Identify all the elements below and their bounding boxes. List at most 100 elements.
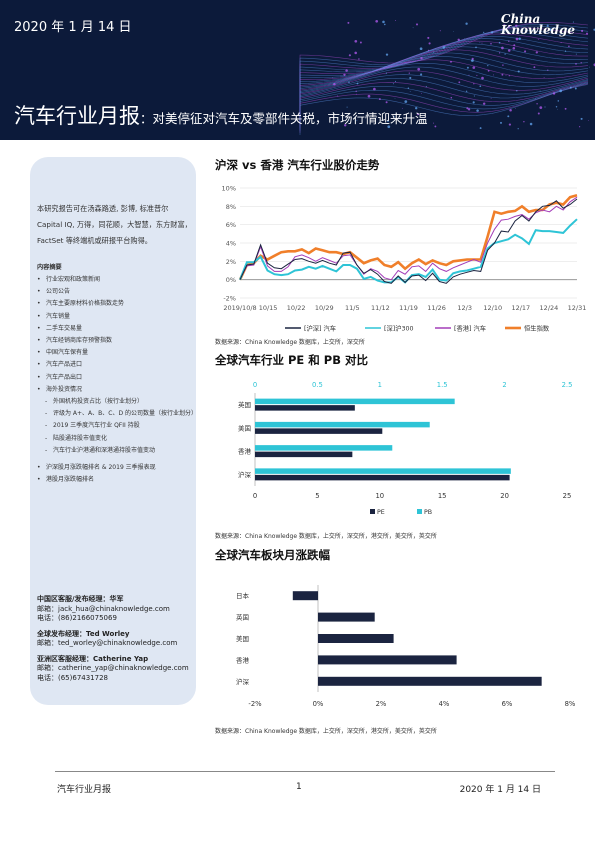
pb-axis-tick: 2 [502, 381, 506, 389]
wave-dot [518, 70, 520, 72]
wave-dot [575, 63, 577, 65]
category-label: 美国 [236, 634, 249, 643]
wave-dot [433, 123, 434, 124]
wave-dot [333, 83, 336, 86]
pb-bar [255, 468, 511, 474]
wave-dot [586, 33, 588, 35]
wave-dot [480, 42, 481, 43]
wave-dot [502, 64, 503, 65]
toc-item: 评级为 A+、A、B、C、D 的公司数量（按行业划分） [37, 408, 195, 420]
toc-item: 行业宏观和政策新闻 [37, 274, 195, 286]
y-tick-label: -2% [223, 295, 236, 303]
x-tick-label: 11/5 [345, 304, 360, 312]
wave-dot [509, 124, 511, 126]
category-label: 香港 [236, 655, 250, 664]
legend-label: PB [424, 509, 432, 516]
y-tick-label: 6% [226, 221, 236, 229]
wave-dot [581, 62, 582, 63]
y-tick-label: 8% [226, 203, 236, 211]
wave-dot [488, 70, 490, 72]
wave-dot [474, 95, 475, 96]
wave-dot [453, 31, 454, 32]
line-chart-source: 数据来源：China Knowledge 数据库，上交所，深交所 [215, 337, 365, 346]
toc-item: 汽车产品出口 [37, 372, 195, 384]
y-tick-label: 0% [226, 276, 236, 284]
x-tick-label: 2019/10/8 [223, 304, 256, 312]
wave-dot [505, 54, 506, 55]
contact-email[interactable]: 邮箱：jack_hua@chinaknowledge.com [37, 605, 197, 615]
x-tick-label: 11/12 [371, 304, 390, 312]
wave-dot [524, 50, 526, 52]
x-tick-label: 12/31 [568, 304, 587, 312]
wave-dot [568, 46, 570, 48]
x-tick-label: 8% [565, 700, 576, 708]
wave-dot [581, 118, 583, 120]
wave-dot [420, 57, 422, 59]
wave-dot [450, 61, 452, 63]
wave-dot [337, 96, 338, 97]
x-tick-label: 2% [376, 700, 387, 708]
x-tick-label: 0% [313, 700, 324, 708]
wave-dot [490, 43, 492, 45]
wave-dot [544, 77, 545, 78]
y-tick-label: 10% [222, 185, 236, 193]
wave-dot [535, 98, 536, 99]
wave-dot [410, 91, 411, 92]
legend-label: PE [377, 509, 385, 516]
wave-dot [523, 121, 524, 122]
wave-dot [539, 106, 542, 109]
category-label: 英国 [238, 400, 251, 409]
legend-label: [香港] 汽车 [454, 324, 486, 333]
wave-dot [544, 106, 545, 107]
pe-axis-tick: 5 [315, 492, 319, 500]
wave-dot [395, 98, 396, 99]
wave-dot [382, 21, 385, 24]
pepb-chart-source: 数据来源：China Knowledge 数据库，上交所，深交所，港交所，美交所… [215, 531, 437, 540]
wave-dot [417, 68, 420, 71]
wave-dot [506, 75, 507, 76]
contact-email[interactable]: 邮箱：catherine_yap@chinaknowledge.com [37, 664, 197, 674]
x-tick-label: 10/22 [287, 304, 306, 312]
toc-item: 汽车产品进口 [37, 359, 195, 371]
wave-dot [467, 67, 469, 69]
wave-dot [515, 108, 516, 109]
wave-dot [559, 90, 562, 93]
block-chart-source: 数据来源：China Knowledge 数据库，上交所，深交所，港交所，美交所… [215, 726, 437, 735]
wave-dot [429, 42, 431, 44]
legend-swatch [417, 509, 422, 514]
toc-heading: 内容摘要 [37, 262, 62, 271]
wave-dot [420, 47, 423, 50]
toc-item: 汽车行业沪港通和深港通持股市值变动 [37, 445, 195, 457]
wave-dot [538, 112, 540, 114]
series-line [240, 195, 577, 279]
wave-dot [547, 70, 548, 71]
pe-axis-tick: 0 [253, 492, 257, 500]
wave-dot [513, 47, 516, 50]
toc-item: 沪深股月涨跌幅排名 & 2019 三季报表现 [37, 462, 195, 474]
pe-axis-tick: 10 [375, 492, 384, 500]
wave-dot [530, 123, 533, 126]
x-tick-label: 10/29 [315, 304, 334, 312]
page-number: 1 [296, 782, 302, 792]
wave-dot [480, 127, 482, 129]
contact-name: 全球发布经理：Ted Worley [37, 630, 197, 640]
wave-dot [501, 47, 504, 50]
wave-dot [395, 20, 396, 21]
pe-bar [255, 452, 352, 458]
wave-dot [386, 73, 387, 74]
toc-item: 2019 三季度汽车行业 QFII 持股 [37, 420, 195, 432]
toc-item: 陆股通持股市值变化 [37, 433, 195, 445]
wave-dot [355, 91, 356, 92]
contacts-section: 中国区客服/发布经理：华军 邮箱：jack_hua@chinaknowledge.… [37, 595, 197, 689]
wave-dot [507, 115, 509, 117]
block-change-chart: -2% 0% 2% 4% 6% 8%日本英国美国香港沪深 [205, 580, 590, 715]
wave-dot [433, 52, 434, 53]
wave-dot [565, 108, 567, 110]
wave-dot [465, 23, 467, 25]
wave-dot [354, 40, 357, 43]
pb-axis-tick: 1 [378, 381, 382, 389]
contact-email[interactable]: 邮箱：ted_worley@chinaknowledge.com [37, 639, 197, 649]
category-label: 日本 [236, 591, 250, 600]
wave-dot [451, 97, 453, 99]
change-bar [318, 677, 542, 686]
